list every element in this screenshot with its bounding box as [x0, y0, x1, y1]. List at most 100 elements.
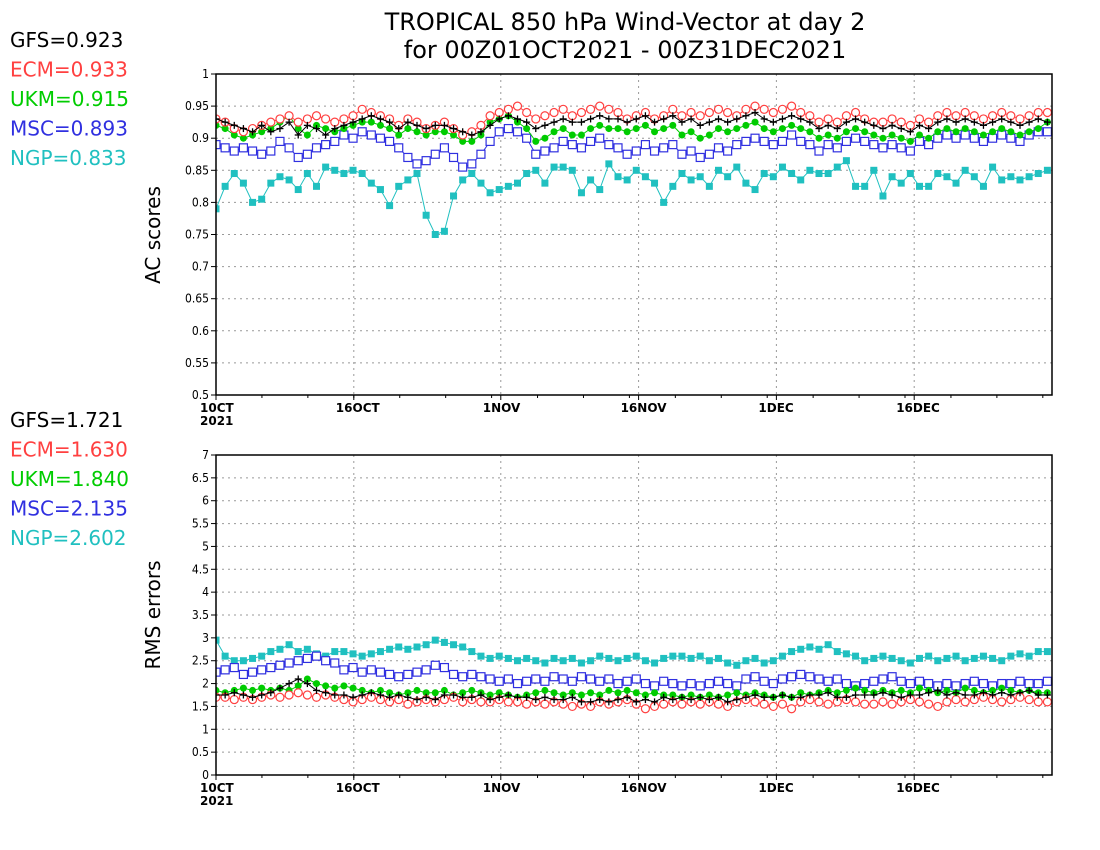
data-point-gfs [532, 696, 540, 704]
data-point-ngp [614, 173, 622, 181]
data-point-gfs [1016, 121, 1024, 129]
data-point-msc [302, 149, 312, 159]
data-point-msc [485, 674, 495, 684]
data-point-gfs [440, 121, 448, 129]
data-point-gfs [943, 115, 951, 123]
data-point-ecm [759, 104, 769, 114]
data-point-ukm [568, 689, 576, 697]
data-point-gfs [386, 693, 394, 701]
data-point-msc [266, 662, 276, 673]
data-point-ukm [861, 128, 869, 136]
data-point-ukm [249, 686, 257, 694]
data-point-ecm [275, 692, 285, 702]
data-point-ecm [942, 697, 952, 707]
data-point-ecm [905, 120, 915, 130]
data-point-ngp [303, 170, 311, 178]
data-point-ukm [623, 686, 631, 694]
data-point-ecm [503, 697, 513, 707]
data-point-ukm [952, 128, 960, 136]
data-point-ukm [724, 128, 732, 136]
data-point-ngp [742, 179, 750, 187]
data-point-ecm [576, 107, 587, 118]
data-point-ukm [915, 684, 923, 692]
data-point-gfs [577, 698, 585, 706]
x-year-label: 2021 [200, 794, 233, 808]
data-point-gfs [1034, 691, 1042, 699]
data-point-msc [311, 651, 322, 661]
data-point-ngp [842, 650, 850, 658]
data-point-ukm [386, 125, 394, 133]
data-point-ngp [632, 652, 640, 660]
data-point-gfs [331, 125, 339, 133]
data-point-ngp [669, 652, 677, 660]
data-point-msc [695, 152, 705, 163]
data-point-gfs [249, 128, 257, 136]
data-point-gfs [861, 691, 869, 699]
data-point-msc [439, 662, 450, 673]
data-point-ukm [216, 121, 220, 129]
data-point-ukm [989, 686, 997, 694]
data-point-ukm [230, 131, 238, 139]
y-axis-label: AC scores [141, 186, 165, 284]
data-point-gfs [833, 693, 841, 701]
data-point-ngp [733, 163, 741, 171]
y-tick-label: 6 [202, 494, 209, 508]
data-point-msc [613, 143, 623, 153]
data-point-ngp [678, 170, 686, 178]
data-point-gfs [906, 691, 914, 699]
data-point-gfs [495, 115, 503, 123]
data-point-msc [576, 143, 587, 153]
data-point-ukm [815, 134, 823, 142]
data-point-msc [540, 146, 550, 156]
series-gfs [216, 109, 1051, 139]
data-point-gfs [358, 691, 366, 699]
data-point-ecm [960, 697, 970, 707]
data-point-ecm [494, 107, 504, 118]
data-point-ukm [1034, 125, 1042, 133]
data-point-ngp [678, 652, 686, 660]
data-point-gfs [294, 675, 302, 683]
data-point-ecm [969, 111, 979, 121]
data-point-ecm [476, 697, 486, 707]
data-point-msc [375, 667, 386, 677]
data-point-gfs [806, 691, 814, 699]
data-point-ukm [651, 689, 659, 697]
data-point-msc [695, 681, 705, 691]
data-point-ukm [303, 675, 311, 683]
data-point-ngp [751, 654, 759, 662]
data-point-ngp [797, 645, 805, 653]
data-point-ukm [431, 128, 439, 136]
data-point-ecm [677, 699, 687, 709]
data-point-msc [339, 665, 349, 675]
data-point-ngp [568, 166, 576, 174]
data-point-ngp [861, 657, 869, 665]
data-point-msc [284, 658, 294, 668]
data-point-ecm [832, 117, 842, 127]
data-point-ngp [651, 179, 659, 187]
data-point-ngp [1043, 166, 1051, 174]
data-point-gfs [312, 125, 320, 133]
data-point-ngp [979, 182, 987, 190]
data-point-msc [348, 662, 358, 673]
data-point-ecm [403, 699, 413, 709]
data-point-ngp [897, 657, 905, 665]
data-point-gfs [806, 118, 814, 126]
data-point-ecm [750, 697, 760, 707]
y-tick-label: 0.75 [185, 228, 209, 242]
y-tick-label: 5 [202, 539, 209, 553]
data-point-ecm [567, 701, 577, 712]
data-point-msc [567, 676, 577, 686]
data-point-ngp [559, 657, 567, 665]
data-point-msc [723, 678, 733, 689]
data-point-msc [257, 665, 267, 675]
data-point-ecm [613, 107, 623, 118]
data-point-ecm [695, 699, 705, 709]
data-point-msc [476, 672, 486, 682]
data-point-ukm [468, 686, 476, 694]
data-point-ukm [596, 691, 604, 699]
data-point-ukm [961, 684, 969, 692]
data-point-msc [860, 136, 870, 147]
data-point-ngp [285, 176, 293, 184]
data-point-gfs [623, 118, 631, 126]
data-point-ngp [450, 192, 458, 200]
